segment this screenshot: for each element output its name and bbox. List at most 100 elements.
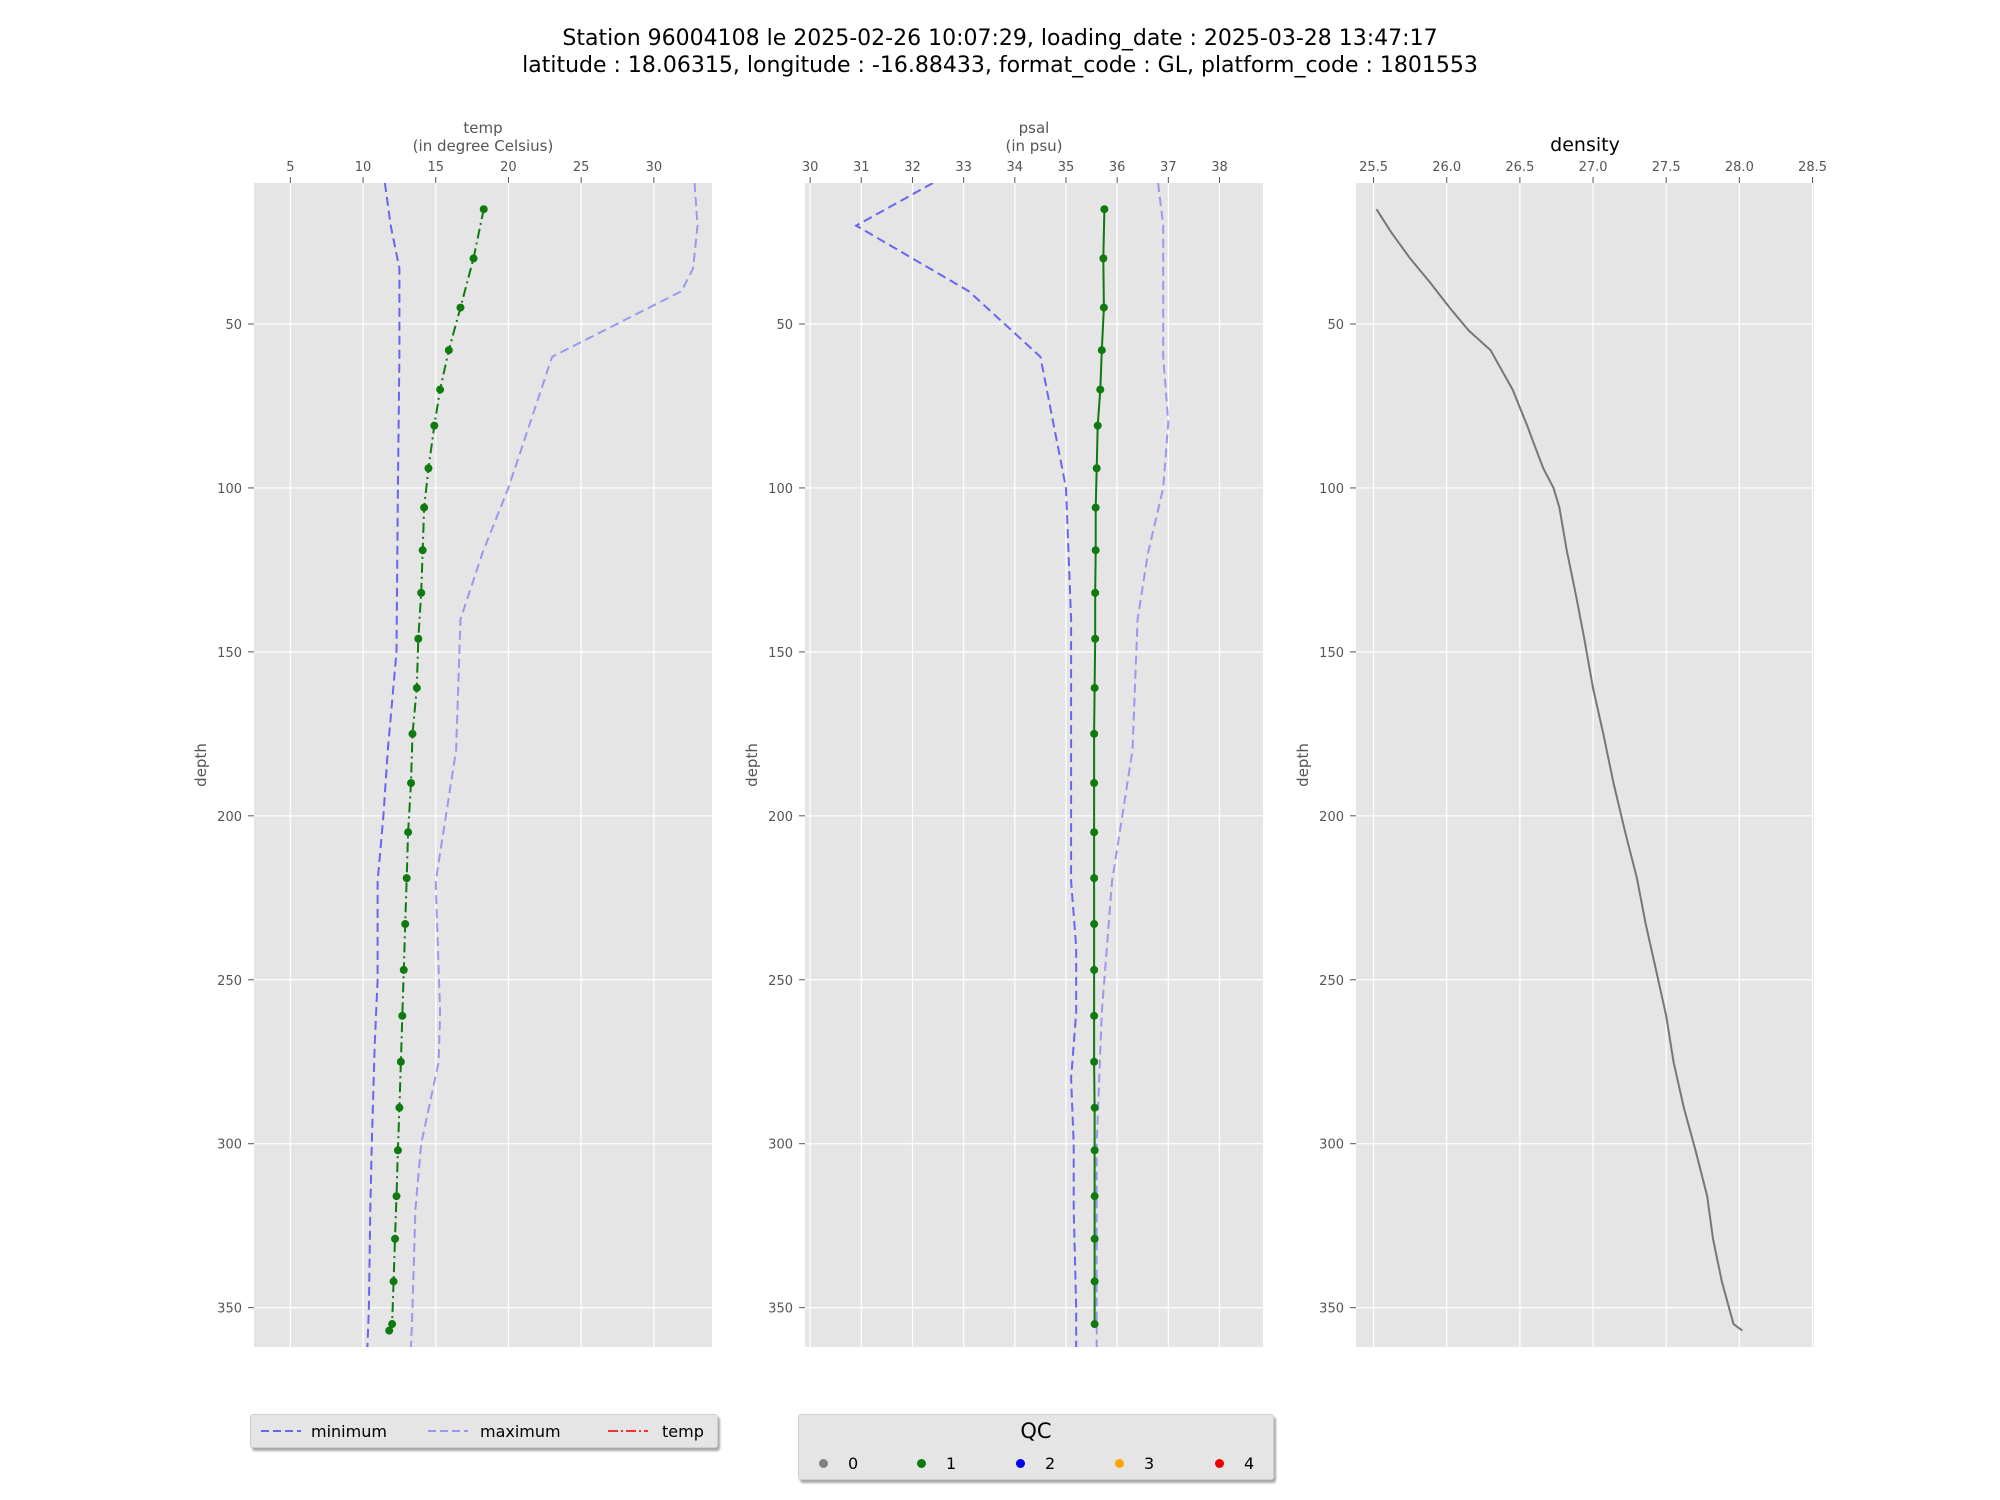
data-point-temp: [396, 1057, 405, 1066]
data-point-temp: [408, 729, 417, 738]
data-point-temp: [401, 920, 410, 929]
x-tick-label: 36: [1109, 160, 1126, 175]
data-point-psal: [1090, 1277, 1099, 1286]
x-tick-label: 38: [1211, 160, 1228, 175]
data-point-psal: [1090, 683, 1099, 692]
data-point-temp: [391, 1234, 400, 1243]
data-point-psal: [1090, 1320, 1099, 1329]
data-point-psal: [1091, 546, 1100, 555]
data-point-psal: [1091, 634, 1100, 643]
data-point-psal: [1090, 828, 1099, 837]
y-tick-label: 250: [217, 974, 242, 989]
y-tick-label: 300: [1319, 1138, 1344, 1153]
legend-minimum-swatch: [261, 1430, 301, 1432]
qc-2-dot: [1016, 1458, 1025, 1468]
data-point-temp: [444, 346, 453, 355]
qc-legend-title: QC: [1020, 1419, 1052, 1443]
x-tick-label: 27.0: [1579, 160, 1608, 175]
x-tick-label: 33: [955, 160, 972, 175]
y-tick-label: 100: [1319, 482, 1344, 497]
data-point-psal: [1090, 1103, 1099, 1112]
legend-item-minimum: minimum: [259, 1421, 387, 1441]
qc-item-2: 2: [1016, 1453, 1055, 1473]
data-point-psal: [1090, 1057, 1099, 1066]
line-legend: minimum maximum temp: [250, 1414, 718, 1448]
panel-temp: 5 10 15 20 25 30 50 100 150 200 250 300 350 temp(in d…: [192, 119, 712, 1347]
y-tick-label: 200: [1319, 810, 1344, 825]
data-point-temp: [407, 779, 416, 788]
plot-area-density: [1356, 183, 1814, 1347]
qc-label-4: 4: [1244, 1453, 1255, 1473]
x-tick-label: 31: [853, 160, 870, 175]
x-tick-label: 30: [646, 160, 663, 175]
data-point-psal: [1091, 503, 1100, 512]
x-tick-label: 15: [427, 160, 444, 175]
qc-1-dot: [917, 1458, 926, 1468]
data-point-temp: [398, 1011, 407, 1020]
data-point-temp: [469, 254, 478, 263]
x-tick-label: 10: [355, 160, 372, 175]
legend-label-maximum: maximum: [480, 1421, 561, 1441]
data-point-psal: [1099, 254, 1108, 263]
legend-label-temp: temp: [662, 1421, 704, 1441]
data-point-temp: [392, 1192, 401, 1201]
data-point-psal: [1090, 1234, 1099, 1243]
series-line-maximum: [1095, 183, 1170, 1347]
data-point-temp: [417, 588, 426, 597]
y-tick-label: 350: [217, 1302, 242, 1317]
x-tick-label: 25.5: [1359, 160, 1388, 175]
qc-label-3: 3: [1144, 1453, 1155, 1473]
x-tick-label: 34: [1007, 160, 1024, 175]
y-tick-label: 350: [768, 1302, 793, 1317]
data-point-temp: [388, 1320, 397, 1329]
y-axis-label: depth: [743, 743, 761, 787]
y-tick-label: 150: [217, 646, 242, 661]
figure-title-line2: latitude : 18.06315, longitude : -16.884…: [522, 53, 1478, 78]
y-tick-label: 250: [768, 974, 793, 989]
data-point-psal: [1090, 729, 1099, 738]
legend-temp-swatch: [608, 1430, 648, 1432]
qc-item-3: 3: [1115, 1453, 1154, 1473]
qc-4-dot: [1215, 1458, 1224, 1468]
x-tick-label: 27.5: [1652, 160, 1681, 175]
data-point-temp: [424, 464, 433, 473]
data-point-psal: [1090, 1192, 1099, 1201]
data-point-psal: [1090, 779, 1099, 788]
x-tick-label: 26.5: [1505, 160, 1534, 175]
y-tick-label: 350: [1319, 1302, 1344, 1317]
panel-density: 25.5 26.0 26.5 27.0 27.5 28.0 28.5 50 100 150 200 2…: [1294, 134, 1827, 1347]
data-point-temp: [389, 1277, 398, 1286]
data-point-psal: [1096, 385, 1105, 394]
x-tick-label: 30: [802, 160, 819, 175]
data-point-temp: [412, 683, 421, 692]
data-point-temp: [436, 385, 445, 394]
data-point-psal: [1092, 464, 1101, 473]
data-point-temp: [402, 874, 411, 883]
x-tick-label: 37: [1160, 160, 1177, 175]
y-tick-label: 50: [1327, 318, 1344, 333]
data-point-temp: [404, 828, 413, 837]
data-point-temp: [418, 546, 427, 555]
y-axis-label: depth: [192, 743, 210, 787]
y-tick-label: 100: [768, 482, 793, 497]
legend-maximum-swatch: [428, 1430, 468, 1432]
qc-legend: QC 0 1 2 3 4: [798, 1414, 1274, 1480]
y-tick-label: 50: [225, 318, 242, 333]
x-tick-label: 25: [573, 160, 590, 175]
plot-area-temp: [254, 183, 712, 1347]
x-tick-label: 32: [904, 160, 921, 175]
data-point-temp: [479, 205, 488, 214]
data-point-psal: [1090, 1011, 1099, 1020]
data-point-psal: [1099, 303, 1108, 312]
x-axis-label: psal: [1019, 119, 1050, 137]
panel-psal: 30 31 32 33 34 35 36 37 38 50 100 150 200 250 300 350 ps…: [743, 119, 1263, 1347]
y-tick-label: 200: [217, 810, 242, 825]
data-point-temp: [414, 634, 423, 643]
qc-3-dot: [1115, 1458, 1124, 1468]
y-tick-label: 250: [1319, 974, 1344, 989]
data-point-psal: [1093, 421, 1102, 430]
qc-label-2: 2: [1045, 1453, 1056, 1473]
y-tick-label: 200: [768, 810, 793, 825]
x-tick-label: 28.5: [1798, 160, 1827, 175]
